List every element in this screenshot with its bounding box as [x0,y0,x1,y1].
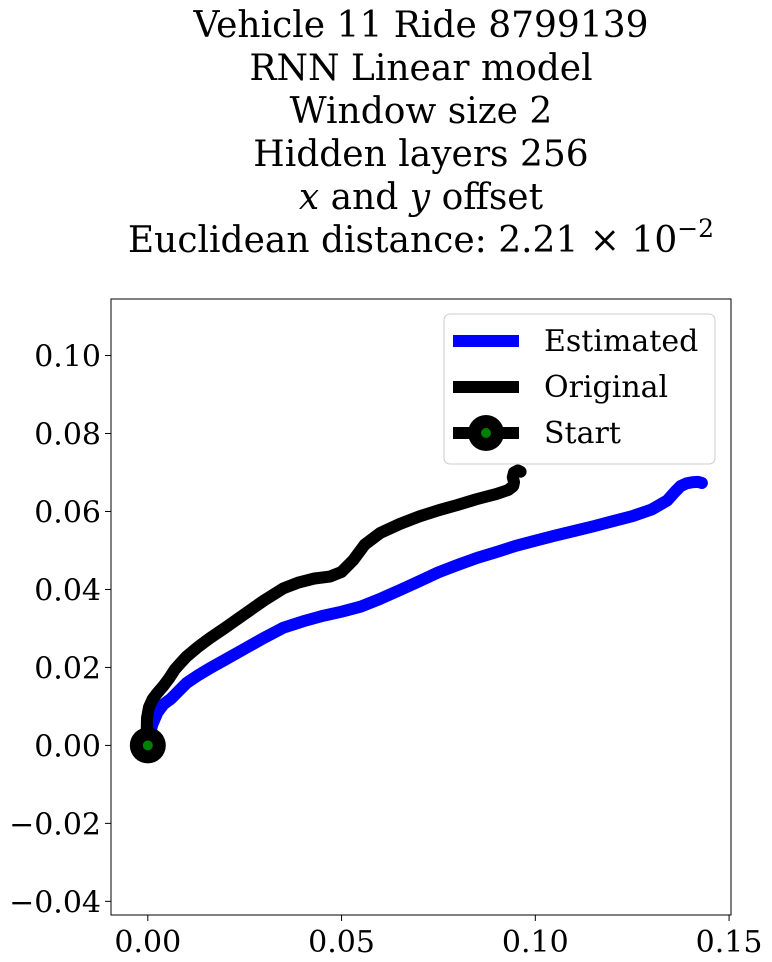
y-tick-label: −0.04 [9,885,101,920]
y-tick-label: −0.02 [9,807,101,842]
title-line-3: Window size 2 [290,91,553,132]
x-tick-label: 0.05 [308,925,375,960]
y-tick-label: 0.00 [34,729,101,764]
legend-frame [443,313,716,465]
start-marker-dot [142,740,153,751]
title-line-6: Euclidean distance: 2.21 × 10−2 [128,214,714,261]
title-distance-exponent: −2 [677,214,714,243]
y-tick-label: 0.04 [34,573,101,608]
legend-estimated-label: Estimated [544,324,698,359]
title-line-1: Vehicle 11 Ride 8799139 [192,5,648,46]
title-line-2: RNN Linear model [249,48,592,89]
legend-original-label: Original [544,370,668,405]
y-tick-label: 0.10 [34,340,101,375]
title-x-variable: x [299,177,319,218]
title-y-variable: y [408,177,431,218]
title-line-4: Hidden layers 256 [253,134,588,175]
series-line-estimated [141,475,708,752]
x-tick-label: 0.15 [696,925,763,960]
x-tick-label: 0.10 [502,925,569,960]
title-line-5: x and y offset [299,177,544,218]
plot-frame [110,298,732,916]
x-tick-label: 0.00 [114,925,181,960]
title-offset-suffix: offset [430,177,543,218]
legend: Estimated Original Start [443,313,716,465]
y-tick-label: 0.02 [34,651,101,686]
x-axis-ticks: 0.00 0.05 0.10 0.15 [114,915,762,960]
title-distance-times: × 10 [578,220,677,261]
title-and-word: and [319,177,410,218]
y-tick-label: 0.08 [34,418,101,453]
y-tick-label: 0.06 [34,495,101,530]
legend-start-marker-dot [481,428,491,438]
marker-layer [129,727,166,764]
legend-start-label: Start [544,416,621,451]
series-line-original [140,464,527,752]
series-layer [140,464,708,752]
chart-title: Vehicle 11 Ride 8799139 RNN Linear model… [128,5,714,261]
title-distance-prefix: Euclidean distance: 2.21 [128,220,578,261]
y-axis-ticks: −0.04 −0.02 0.00 0.02 0.04 0.06 0.08 0.10 [9,340,111,920]
